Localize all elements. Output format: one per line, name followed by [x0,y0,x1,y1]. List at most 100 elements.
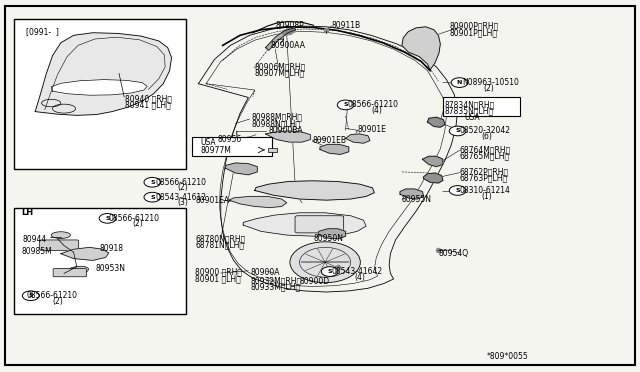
Polygon shape [282,28,296,35]
Text: S: S [327,269,332,274]
Text: 80900A: 80900A [251,268,280,277]
Text: USA: USA [200,138,216,147]
Text: 80908P: 80908P [275,21,304,30]
Circle shape [451,78,468,87]
Text: S: S [105,216,110,221]
Text: 80988M〈RH〉: 80988M〈RH〉 [252,113,303,122]
Circle shape [22,291,39,301]
Text: 08566-61210: 08566-61210 [109,214,160,223]
Text: 08543-41642: 08543-41642 [332,267,383,276]
Text: 68762P〈RH〉: 68762P〈RH〉 [460,167,509,176]
Text: 80901EB: 80901EB [312,136,346,145]
Text: 80906M〈RH〉: 80906M〈RH〉 [254,62,305,71]
Text: 80955N: 80955N [402,195,432,204]
Text: 08566-61210: 08566-61210 [27,291,78,300]
Text: N08963-10510: N08963-10510 [463,78,520,87]
Polygon shape [320,144,349,154]
Text: 80977M: 80977M [200,146,231,155]
Polygon shape [402,27,440,70]
Text: (4): (4) [354,273,365,282]
Circle shape [321,267,338,276]
FancyBboxPatch shape [443,97,520,116]
Polygon shape [266,131,310,142]
Polygon shape [422,156,443,167]
Circle shape [144,177,161,187]
Text: S: S [343,102,348,108]
Text: 68781N〈LH〉: 68781N〈LH〉 [195,241,244,250]
Text: (2): (2) [132,219,143,228]
Text: 08520-32042: 08520-32042 [460,126,511,135]
Text: 80900D: 80900D [300,277,330,286]
Text: 08310-61214: 08310-61214 [460,186,510,195]
Text: 87835N〈LH〉: 87835N〈LH〉 [445,107,494,116]
Text: N: N [457,80,462,85]
Text: [0991-  ]: [0991- ] [26,27,58,36]
Polygon shape [346,134,370,143]
Polygon shape [428,117,445,127]
Text: 80953N: 80953N [96,264,126,273]
Text: 80941 〈LH〉: 80941 〈LH〉 [125,100,170,109]
Text: (2): (2) [52,297,63,306]
Text: 68764M〈RH〉: 68764M〈RH〉 [460,145,511,154]
Text: (4): (4) [372,106,383,115]
Text: 80901P〈LH〉: 80901P〈LH〉 [450,28,498,37]
Text: (2): (2) [483,84,494,93]
Text: (6): (6) [481,132,492,141]
Text: 80956: 80956 [218,135,242,144]
Text: 80900BA: 80900BA [269,126,303,135]
Circle shape [290,242,360,283]
Text: S: S [455,128,460,134]
Text: 08566-61210: 08566-61210 [156,178,207,187]
FancyBboxPatch shape [14,208,186,314]
Circle shape [449,126,466,136]
Ellipse shape [65,266,88,275]
FancyBboxPatch shape [268,148,277,152]
Polygon shape [266,28,296,50]
Text: S: S [150,195,155,200]
Polygon shape [61,247,109,260]
Polygon shape [35,33,172,115]
Text: 80901 〈LH〉: 80901 〈LH〉 [195,274,241,283]
Polygon shape [51,80,147,95]
Text: 80932M〈RH〉: 80932M〈RH〉 [251,276,302,285]
Text: 68780N〈RH〉: 68780N〈RH〉 [195,234,246,243]
Text: 80901E: 80901E [357,125,386,134]
Polygon shape [400,189,424,199]
Circle shape [337,100,354,110]
Text: 80944: 80944 [22,235,47,244]
Polygon shape [229,196,287,208]
Text: 68763P〈LH〉: 68763P〈LH〉 [460,174,508,183]
Text: LH: LH [21,208,33,217]
Text: S: S [455,188,460,193]
Text: 68765M〈LH〉: 68765M〈LH〉 [460,151,509,160]
Text: (3): (3) [177,198,188,207]
Text: 80933M〈LH〉: 80933M〈LH〉 [251,282,301,291]
Text: USA: USA [464,113,479,122]
Text: 80950N: 80950N [314,234,344,243]
Text: 80954Q: 80954Q [438,249,468,258]
Circle shape [449,186,466,195]
Text: 80918: 80918 [99,244,123,253]
Polygon shape [319,229,346,239]
Text: 80901EA: 80901EA [195,196,229,205]
Polygon shape [255,181,374,200]
Text: 87834N〈RH〉: 87834N〈RH〉 [445,100,495,109]
FancyBboxPatch shape [192,137,272,156]
FancyBboxPatch shape [14,19,186,169]
Text: 80911B: 80911B [332,21,361,30]
Polygon shape [424,173,443,183]
Text: 80900AA: 80900AA [270,41,305,50]
Text: 08543-41612: 08543-41612 [156,193,207,202]
FancyBboxPatch shape [53,269,86,277]
Polygon shape [243,213,366,236]
Text: 80900P〈RH〉: 80900P〈RH〉 [450,22,499,31]
Text: 80900 〈RH〉: 80900 〈RH〉 [195,268,242,277]
Text: *809*0055: *809*0055 [486,352,528,361]
Text: S: S [28,293,33,298]
Text: S: S [150,180,155,185]
Text: 80988N〈LH〉: 80988N〈LH〉 [252,119,301,128]
Text: 80940 〈RH〉: 80940 〈RH〉 [125,94,172,103]
Ellipse shape [51,232,70,238]
Circle shape [99,214,116,223]
FancyBboxPatch shape [295,216,344,233]
